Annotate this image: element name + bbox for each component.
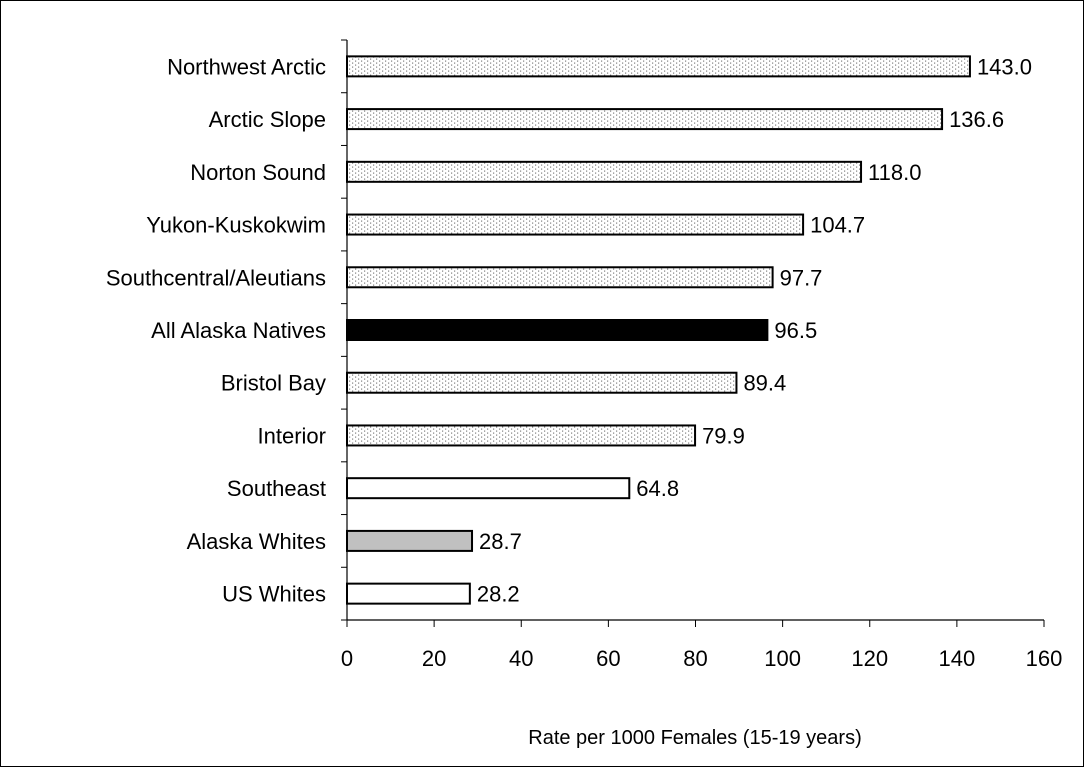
x-tick-label: 120 <box>851 646 888 671</box>
category-label: All Alaska Natives <box>151 318 326 343</box>
value-label: 96.5 <box>774 318 817 343</box>
category-label: Arctic Slope <box>209 107 326 132</box>
value-label: 136.6 <box>949 107 1004 132</box>
value-label: 97.7 <box>780 265 823 290</box>
value-label: 64.8 <box>636 476 679 501</box>
bar <box>346 108 944 131</box>
bar <box>346 477 631 500</box>
value-label: 89.4 <box>743 371 786 396</box>
value-label: 143.0 <box>977 54 1032 79</box>
category-label: Yukon-Kuskokwim <box>146 213 326 238</box>
x-axis-title: Rate per 1000 Females (15-19 years) <box>528 727 862 749</box>
category-label: Alaska Whites <box>187 529 326 554</box>
category-label: Northwest Arctic <box>167 54 326 79</box>
category-label: Southeast <box>227 476 326 501</box>
x-tick-label: 160 <box>1026 646 1063 671</box>
x-tick-label: 100 <box>764 646 801 671</box>
bar <box>346 55 971 78</box>
category-label: Bristol Bay <box>221 371 326 396</box>
x-tick-label: 0 <box>341 646 353 671</box>
x-tick-label: 40 <box>509 646 533 671</box>
bar <box>346 529 474 552</box>
value-label: 104.7 <box>810 213 865 238</box>
bar <box>346 319 769 341</box>
value-label: 28.7 <box>479 529 522 554</box>
value-label: 28.2 <box>477 582 520 607</box>
category-label: Southcentral/Aleutians <box>106 265 326 290</box>
value-label: 118.0 <box>868 160 921 185</box>
bar <box>346 213 805 236</box>
value-label: 79.9 <box>702 423 745 448</box>
axes-layer <box>341 39 1045 627</box>
bar <box>346 371 738 394</box>
x-tick-label: 20 <box>422 646 446 671</box>
category-label: Norton Sound <box>190 160 326 185</box>
x-tick-label: 60 <box>596 646 620 671</box>
bar <box>346 160 863 183</box>
bar <box>346 424 697 447</box>
x-tick-label: 80 <box>683 646 707 671</box>
x-tick-label: 140 <box>939 646 976 671</box>
bars-layer <box>346 55 971 605</box>
bar <box>346 266 774 289</box>
labels-layer: Northwest Arctic 143.0 Arctic Slope 136.6 No… <box>106 54 1063 671</box>
category-label: Interior <box>258 423 326 448</box>
category-label: US Whites <box>222 582 326 607</box>
bar <box>346 582 471 605</box>
